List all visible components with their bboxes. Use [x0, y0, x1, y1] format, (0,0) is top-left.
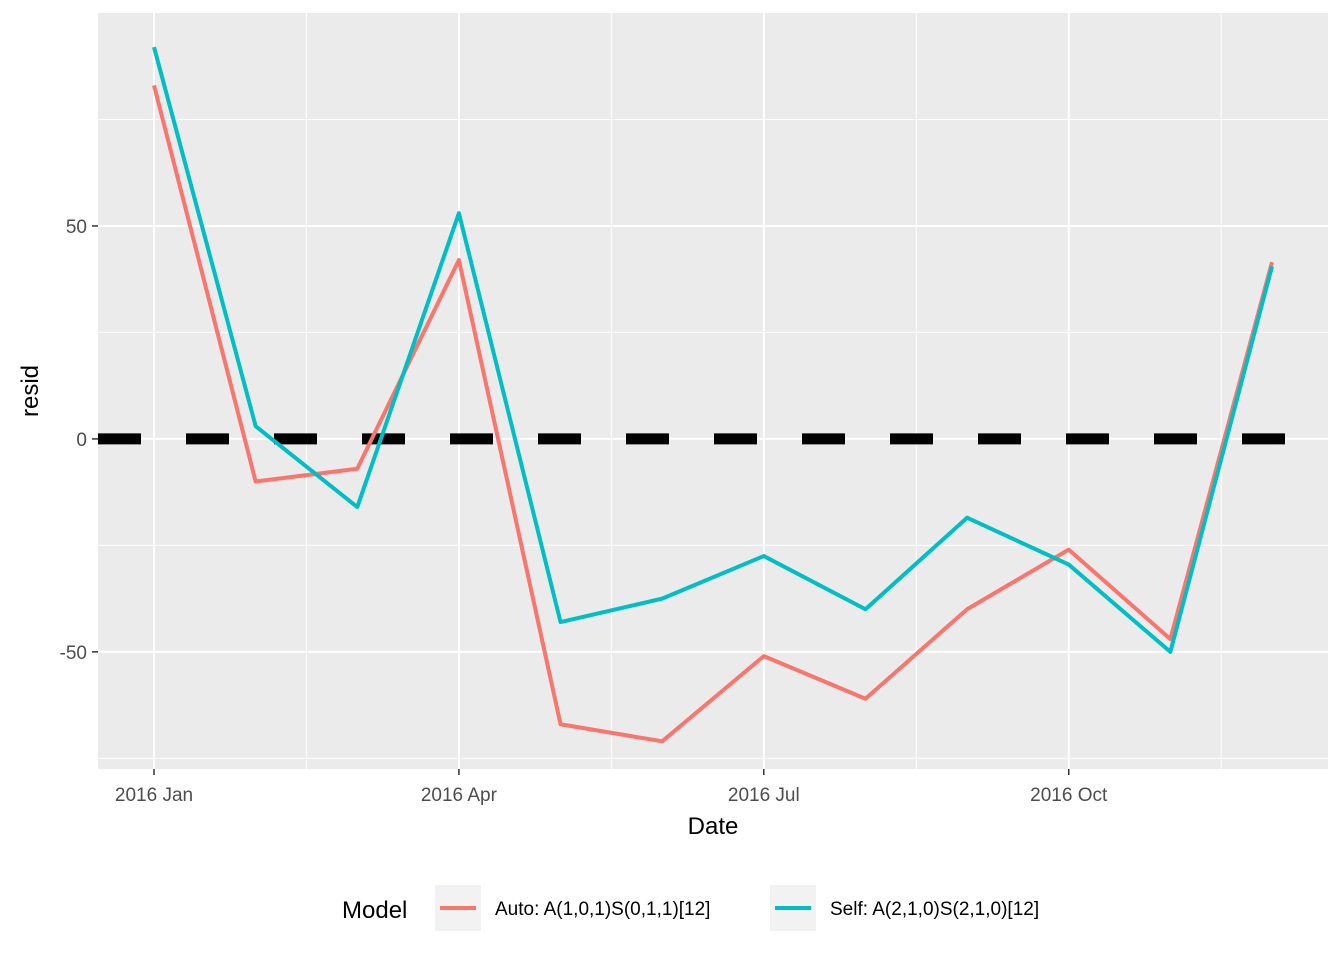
y-axis-title: resid	[17, 365, 44, 417]
x-tick-label: 2016 Apr	[421, 785, 498, 806]
x-tick-label: 2016 Oct	[1030, 785, 1108, 806]
legend-label-self: Self: A(2,1,0)S(2,1,0)[12]	[830, 899, 1039, 920]
legend-title: Model	[342, 897, 407, 924]
plot-panel	[98, 13, 1328, 769]
x-tick-label: 2016 Jan	[115, 785, 193, 806]
y-tick-label: 50	[66, 217, 87, 238]
series-line-auto	[152, 84, 1274, 744]
y-axis: -50 0 50	[60, 217, 98, 664]
x-axis: 2016 Jan 2016 Apr 2016 Jul 2016 Oct	[115, 769, 1108, 806]
x-tick-label: 2016 Jul	[728, 785, 800, 806]
x-axis-title: Date	[688, 813, 739, 840]
legend: Model Auto: A(1,0,1)S(0,1,1)[12] Self: A…	[342, 885, 1039, 931]
y-tick-label: 0	[76, 430, 87, 451]
series-layer	[152, 46, 1274, 744]
legend-label-auto: Auto: A(1,0,1)S(0,1,1)[12]	[495, 899, 710, 920]
series-line-self	[152, 46, 1274, 654]
y-tick-label: -50	[60, 643, 87, 664]
